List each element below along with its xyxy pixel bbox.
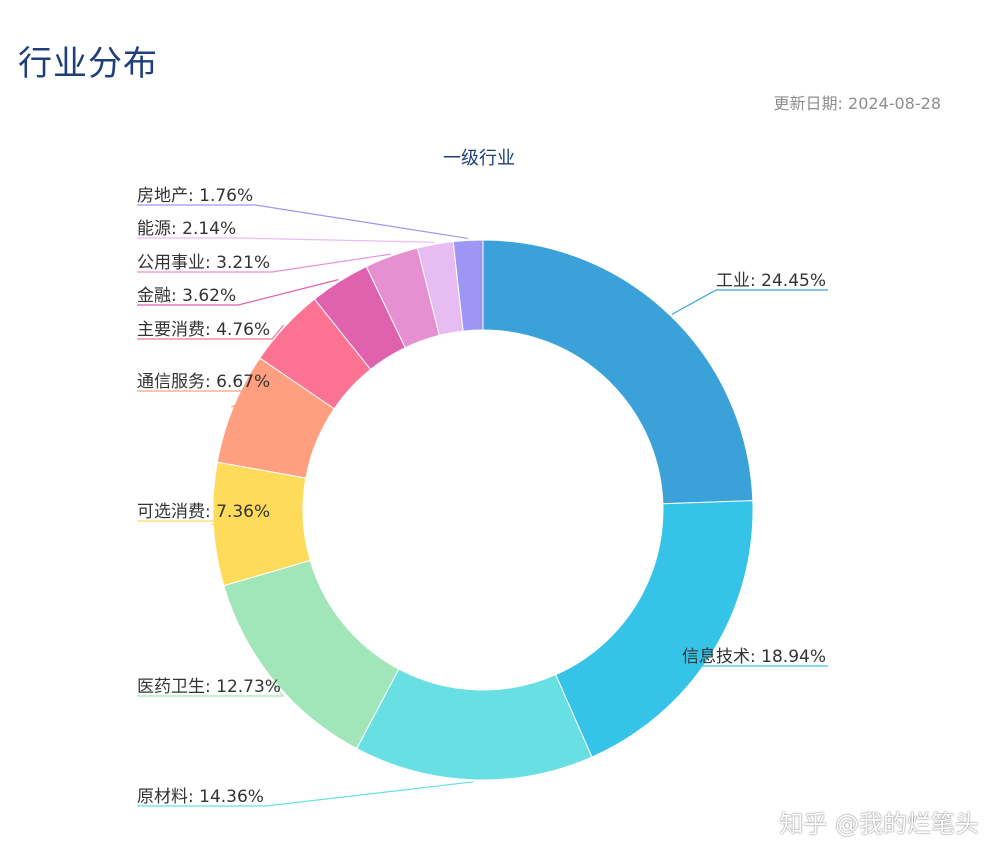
slice-1[interactable] xyxy=(482,239,754,505)
slice-3[interactable] xyxy=(355,668,593,781)
leader-line-3 xyxy=(137,781,474,807)
update-date: 更新日期: 2024-08-28 xyxy=(773,94,941,113)
leader-line-2 xyxy=(681,654,828,667)
leader-line-6 xyxy=(137,390,273,408)
page-title: 行业分布 xyxy=(18,44,158,84)
leader-line-4 xyxy=(137,681,285,697)
leader-line-9 xyxy=(137,253,391,273)
slice-label-1: 工业: 24.45% xyxy=(716,271,826,291)
slice-label-11: 房地产: 1.76% xyxy=(137,186,253,206)
slice-label-8: 金融: 3.62% xyxy=(137,286,236,306)
leader-line-10 xyxy=(137,237,435,243)
slice-label-7: 主要消费: 4.76% xyxy=(137,320,270,340)
slice-label-9: 公用事业: 3.21% xyxy=(137,253,270,273)
slice-label-3: 原材料: 14.36% xyxy=(137,787,264,807)
slice-label-10: 能源: 2.14% xyxy=(137,219,236,239)
slice-label-2: 信息技术: 18.94% xyxy=(682,647,826,667)
leader-line-1 xyxy=(671,289,828,315)
leader-line-11 xyxy=(137,204,469,240)
watermark: 知乎 @我的烂笔头 xyxy=(779,810,979,838)
leader-line-5 xyxy=(137,520,273,525)
slice-labels-group: 工业: 24.45% 信息技术: 18.94% 原材料: 14.36% 医药卫生: 1… xyxy=(137,186,826,807)
slice-label-5: 可选消费: 7.36% xyxy=(137,502,270,522)
slices-group xyxy=(212,239,754,781)
slice-label-6: 通信服务: 6.67% xyxy=(137,372,270,392)
leader-lines-group xyxy=(137,204,828,807)
slice-label-4: 医药卫生: 12.73% xyxy=(137,677,281,697)
leader-line-7 xyxy=(137,324,284,340)
slice-11[interactable] xyxy=(452,239,484,332)
slice-2[interactable] xyxy=(554,500,754,758)
chart-title: 一级行业 xyxy=(443,148,515,169)
leader-line-8 xyxy=(137,279,339,306)
